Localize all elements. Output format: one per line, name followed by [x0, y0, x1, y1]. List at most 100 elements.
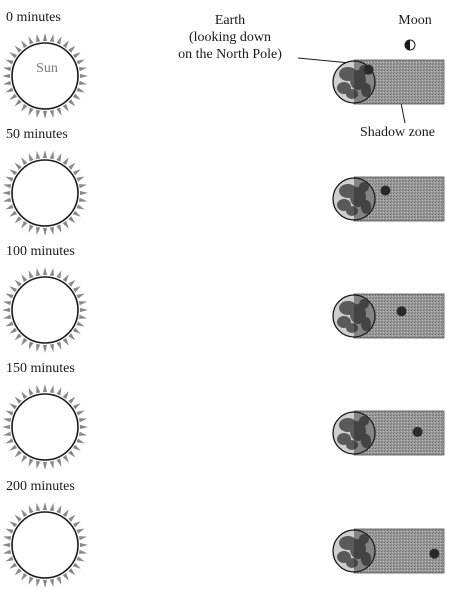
sun-ray: [36, 33, 41, 43]
earth: [332, 529, 376, 573]
sun-rays: [2, 384, 88, 470]
eclipse-frame: 50 minutes: [0, 127, 450, 244]
sun-ray: [78, 80, 88, 85]
eclipse-frame: 0 minutes Sun: [0, 10, 450, 127]
moon-annotation-text: Moon: [398, 13, 432, 28]
sun-ray: [78, 301, 88, 306]
sun-ray: [9, 52, 18, 59]
sun-ray: [42, 344, 48, 353]
sun-ray: [62, 103, 69, 112]
sun-rays: [2, 502, 88, 588]
sun-ray: [28, 387, 34, 396]
sun-ray: [36, 460, 41, 470]
sun-ray: [72, 562, 81, 569]
sun-ray: [5, 438, 14, 444]
sun-ray: [21, 454, 28, 463]
sun-ray: [76, 204, 85, 210]
sun-rays: [2, 33, 88, 119]
sun-ray: [14, 279, 22, 287]
sun-ray: [36, 109, 41, 119]
sun-ray: [2, 307, 11, 313]
sun-ray: [49, 267, 54, 277]
sun-ray: [14, 396, 22, 404]
time-label: 100 minutes: [6, 244, 75, 259]
sun-ray: [56, 505, 62, 514]
sun-ray: [68, 333, 76, 341]
time-label: 200 minutes: [6, 479, 75, 494]
eclipse-frame: 150 minutes: [0, 361, 450, 478]
sun-ray: [78, 549, 88, 554]
sun-ray: [36, 150, 41, 160]
sun-ray: [21, 274, 28, 283]
sun-ray: [21, 572, 28, 581]
sun-ray: [72, 521, 81, 528]
sun-ray: [68, 162, 76, 170]
sun-ray: [56, 107, 62, 116]
sun-ray: [72, 52, 81, 59]
sun-ray: [76, 176, 85, 182]
sun-ray: [9, 286, 18, 293]
sun-ray: [49, 578, 54, 588]
sun-ray: [49, 226, 54, 236]
time-label: 150 minutes: [6, 361, 75, 376]
sun-ray: [5, 410, 14, 416]
earth-and-shadow: [332, 59, 445, 105]
sun-ray: [28, 458, 34, 467]
sun-ray: [76, 410, 85, 416]
sun-disk: [11, 42, 79, 110]
sun-ray: [76, 556, 85, 562]
sun-ray: [62, 391, 69, 400]
sun-rays: [2, 267, 88, 353]
sun-ray: [21, 103, 28, 112]
sun-ray: [9, 210, 18, 217]
sun-ray: [62, 337, 69, 346]
sun-disk: [11, 159, 79, 227]
sun-ray: [9, 403, 18, 410]
sun-ray: [28, 341, 34, 350]
sun-ray: [21, 391, 28, 400]
sun-ray: [5, 87, 14, 93]
sun-label: Sun: [36, 61, 58, 76]
sun-ray: [79, 542, 88, 548]
sun-ray: [68, 568, 76, 576]
sun-ray: [28, 153, 34, 162]
sun-ray: [21, 40, 28, 49]
sun-ray: [56, 270, 62, 279]
sun-ray: [68, 45, 76, 53]
sun-ray: [56, 36, 62, 45]
sun-ray: [68, 450, 76, 458]
sun-ray: [72, 286, 81, 293]
sun-ray: [56, 458, 62, 467]
sun-disk: [11, 276, 79, 344]
sun-ray: [72, 444, 81, 451]
sun-ray: [36, 343, 41, 353]
sun-ray: [42, 110, 48, 119]
sun-ray: [56, 224, 62, 233]
sun-ray: [14, 333, 22, 341]
sun-ray: [76, 321, 85, 327]
sun-ray: [42, 227, 48, 236]
sun-ray: [5, 528, 14, 534]
sun-ray: [49, 502, 54, 512]
sun-ray: [36, 502, 41, 512]
sun-ray: [2, 197, 12, 202]
sun-ray: [21, 220, 28, 229]
earth-and-shadow: [332, 293, 445, 339]
sun-ray: [56, 153, 62, 162]
sun-ray: [9, 521, 18, 528]
moon: [363, 64, 374, 75]
sun-ray: [78, 67, 88, 72]
sun: [2, 502, 88, 588]
sun-ray: [62, 274, 69, 283]
sun-ray: [5, 176, 14, 182]
shadow-zone-annotation-text: Shadow zone: [359, 125, 436, 140]
sun-ray: [49, 109, 54, 119]
earth-annotation: Earth (looking down on the North Pole): [160, 12, 300, 63]
shadow-zone-annotation: Shadow zone: [345, 124, 450, 141]
sun-ray: [2, 184, 12, 189]
sun-ray: [78, 314, 88, 319]
eclipse-frame: 100 minutes: [0, 244, 450, 361]
sun-ray: [2, 190, 11, 196]
sun-ray: [36, 578, 41, 588]
